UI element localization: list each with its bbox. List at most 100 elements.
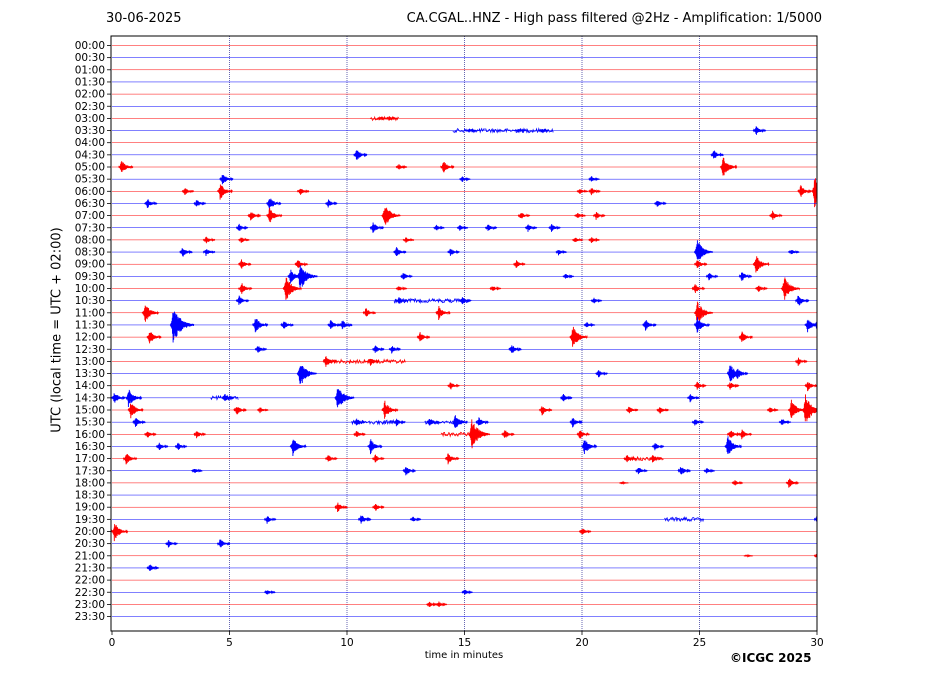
seismic-event: [588, 176, 600, 182]
seismic-event: [578, 528, 592, 535]
seismic-event: [132, 418, 146, 427]
y-tick-label: 15:30: [75, 417, 105, 429]
seismic-event: [388, 346, 402, 354]
seismic-event: [144, 431, 157, 438]
seismic-event: [804, 319, 818, 333]
seismic-event: [548, 223, 561, 232]
seismic-event: [266, 198, 282, 211]
trace-row-43: [112, 564, 817, 571]
seismic-event: [693, 317, 711, 333]
seismic-event: [235, 295, 250, 305]
seismic-event: [372, 503, 385, 511]
seismic-event: [501, 430, 515, 438]
copyright-label: ©ICGC 2025: [730, 651, 812, 665]
seismic-event: [386, 115, 398, 121]
trace-row-38: [112, 502, 817, 513]
seismic-event: [395, 164, 408, 170]
seismic-event: [144, 199, 158, 209]
seismic-event: [752, 256, 770, 273]
trace-row-24: [112, 326, 817, 347]
noise-burst: [351, 418, 399, 426]
seismic-event: [111, 393, 126, 403]
seismic-event: [367, 439, 383, 455]
seismic-event: [294, 260, 308, 268]
x-tick-label: 20: [575, 637, 588, 649]
seismic-event: [517, 213, 531, 219]
y-tick-label: 03:30: [75, 125, 105, 137]
seismic-event: [795, 357, 808, 366]
seismic-event: [555, 249, 568, 256]
x-tick-label: 10: [340, 637, 353, 649]
trace-row-35: [112, 467, 817, 476]
y-tick-label: 02:30: [75, 101, 105, 113]
seismic-event: [738, 331, 753, 342]
seismic-event: [468, 419, 491, 449]
seismic-event: [649, 455, 662, 463]
plot-frame: [110, 35, 818, 632]
seismic-event: [367, 358, 380, 366]
y-tick-label: 21:00: [75, 550, 105, 562]
seismic-event: [296, 188, 310, 195]
seismic-event: [693, 240, 714, 260]
seismic-event: [813, 516, 818, 522]
seismic-event: [174, 442, 188, 450]
y-tick-label: 09:00: [75, 259, 105, 271]
seismic-event: [372, 345, 385, 353]
seismic-event: [402, 237, 415, 243]
y-tick-label: 17:30: [75, 465, 105, 477]
x-axis-label: time in minutes: [424, 650, 504, 661]
seismic-event: [795, 295, 810, 306]
y-tick-label: 04:30: [75, 149, 105, 161]
seismic-event: [635, 467, 648, 475]
seismic-event: [743, 553, 754, 558]
seismic-event: [122, 454, 138, 465]
seismic-event: [755, 285, 768, 293]
seismic-event: [254, 346, 268, 353]
trace-row-29: [111, 389, 817, 408]
seismic-event: [339, 320, 353, 330]
seismic-event: [238, 237, 250, 243]
seismic-event: [787, 249, 800, 255]
trace-row-45: [112, 589, 817, 595]
seismic-event: [569, 418, 583, 428]
seismic-event: [381, 207, 401, 225]
seismic-event: [595, 370, 608, 378]
seismic-event: [193, 431, 206, 439]
y-tick-label: 11:30: [75, 319, 105, 331]
y-tick-label: 12:00: [75, 332, 105, 344]
seismic-event: [484, 224, 498, 231]
seismic-event: [233, 407, 247, 415]
trace-row-13: [112, 198, 817, 211]
seismic-event: [590, 297, 603, 304]
seismic-event: [738, 429, 753, 440]
seismic-event: [569, 326, 588, 347]
y-tick-label: 10:30: [75, 295, 105, 307]
seismic-event: [141, 305, 160, 322]
seismic-event: [353, 150, 368, 160]
trace-row-12: [112, 178, 818, 208]
seismic-event: [256, 407, 269, 414]
y-tick-label: 19:30: [75, 514, 105, 526]
seismic-event: [125, 389, 143, 408]
seismic-event: [752, 126, 767, 135]
seismic-event: [780, 277, 801, 300]
seismic-event: [111, 524, 129, 542]
seismic-event: [400, 273, 413, 280]
x-tick-label: 25: [693, 637, 706, 649]
trace-row-15: [112, 222, 817, 233]
seismic-event: [576, 189, 589, 194]
y-tick-label: 05:30: [75, 174, 105, 186]
seismic-event: [169, 311, 195, 343]
y-tick-label: 20:30: [75, 538, 105, 550]
x-tick-label: 0: [109, 637, 116, 649]
noise-burst: [664, 516, 705, 523]
seismic-event: [426, 418, 440, 426]
trace-row-18: [112, 256, 817, 273]
seismic-event: [435, 601, 448, 608]
seismic-event: [221, 393, 235, 401]
seismic-event: [560, 393, 573, 402]
seismic-event: [733, 368, 749, 379]
seismic-event: [362, 308, 377, 317]
y-tick-label: 11:00: [75, 307, 105, 319]
